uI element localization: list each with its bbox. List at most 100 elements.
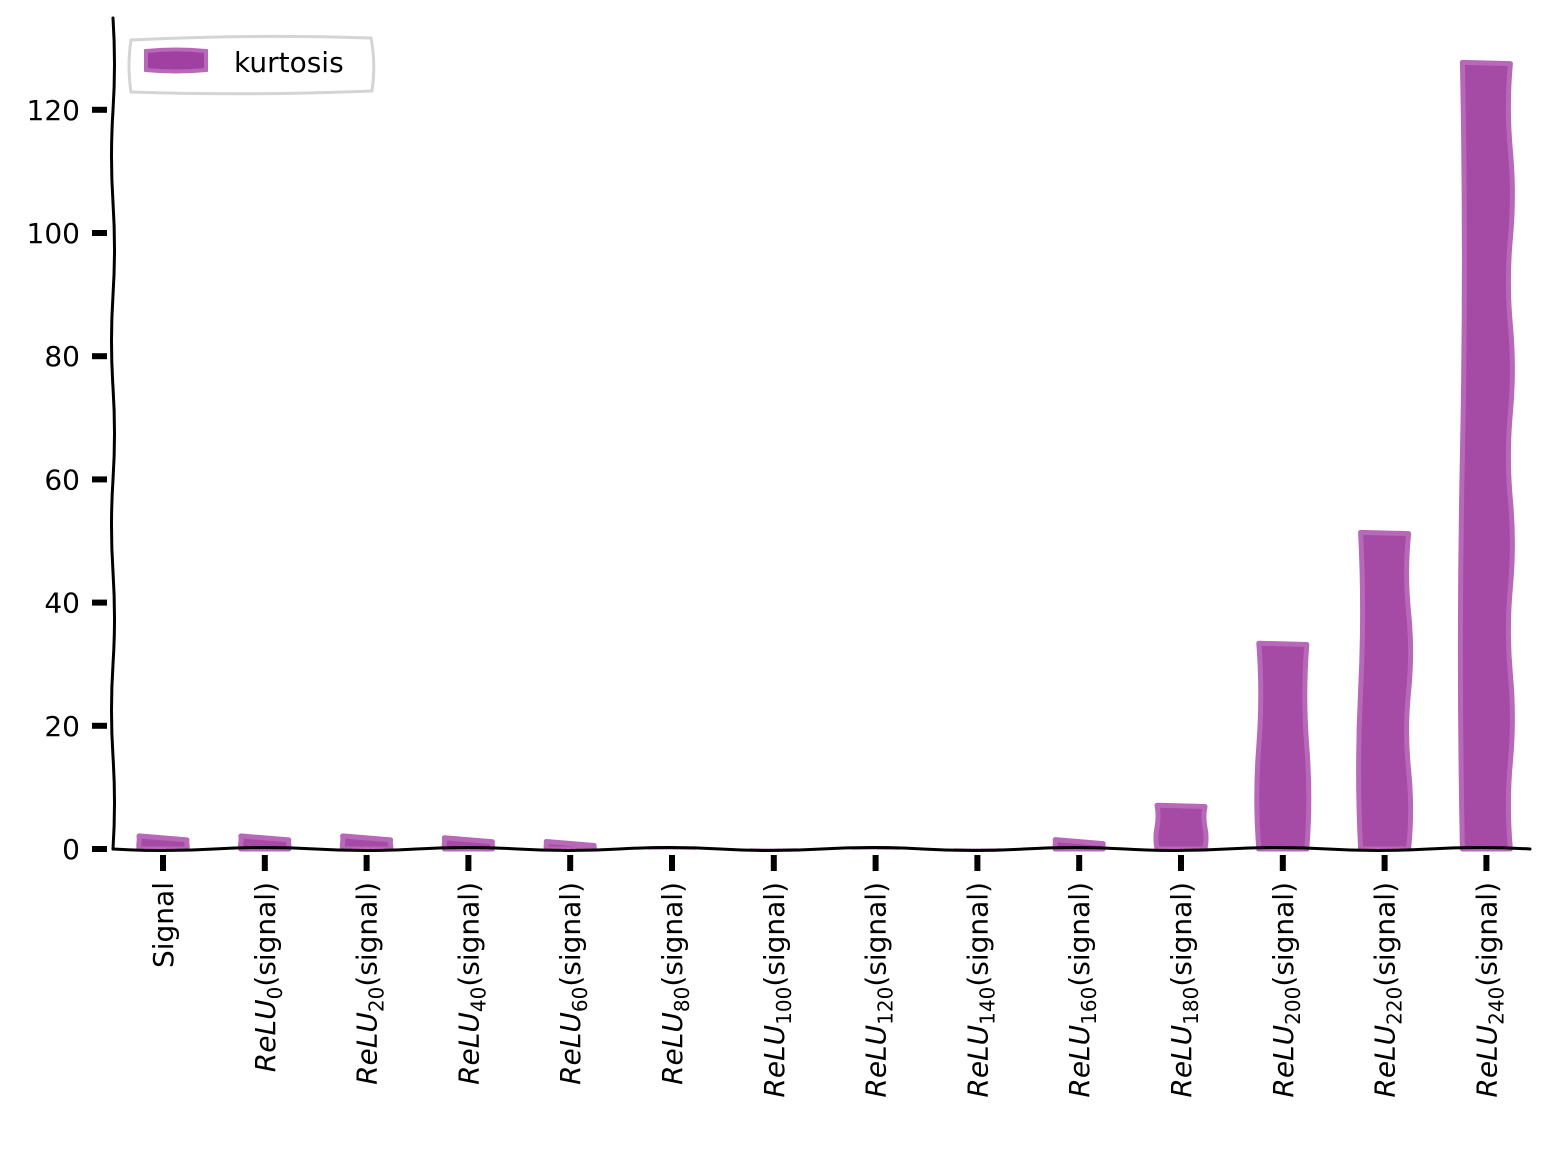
label-suffix: (signal) — [249, 882, 282, 987]
label-subscript: 20 — [365, 987, 389, 1012]
x-ticks-layer: SignalReLU0(signal)ReLU20(signal)ReLU40(… — [147, 855, 1508, 1098]
y-tick-label: 100 — [27, 217, 80, 250]
y-tick-120: 120 — [27, 94, 107, 127]
x-tick-9: ReLU160(signal) — [1063, 855, 1101, 1098]
label-suffix: (signal) — [758, 882, 791, 987]
x-tick-label: ReLU240(signal) — [1470, 882, 1508, 1098]
bar-shape — [543, 838, 597, 852]
label-base: ReLU — [351, 1012, 384, 1085]
y-tick-20: 20 — [44, 710, 107, 743]
label-subscript: 40 — [466, 987, 490, 1012]
bar-shape — [339, 833, 394, 852]
label-base: ReLU — [758, 1025, 791, 1098]
bar-shape — [1457, 59, 1515, 852]
legend-label: kurtosis — [234, 46, 344, 79]
x-tick-10: ReLU180(signal) — [1165, 855, 1203, 1098]
y-tick-60: 60 — [44, 463, 107, 496]
bar-shape — [1356, 529, 1414, 852]
label-subscript: 140 — [975, 987, 999, 1025]
x-tick-label: ReLU40(signal) — [452, 882, 490, 1085]
x-tick-label: ReLU80(signal) — [656, 882, 694, 1085]
axes-layer — [110, 16, 1532, 852]
x-tick-label: ReLU0(signal) — [249, 882, 287, 1072]
label-base: ReLU — [860, 1025, 893, 1098]
y-tick-80: 80 — [44, 340, 107, 373]
label-subscript: 220 — [1383, 987, 1407, 1025]
y-axis-spine — [110, 16, 116, 851]
x-tick-8: ReLU140(signal) — [961, 855, 999, 1098]
label-base: ReLU — [656, 1012, 689, 1085]
label-base: ReLU — [1267, 1025, 1300, 1098]
y-tick-0: 0 — [62, 833, 107, 866]
x-tick-label: ReLU20(signal) — [351, 882, 389, 1085]
x-tick-11: ReLU200(signal) — [1267, 855, 1305, 1098]
bar-shape — [1153, 802, 1209, 852]
label-base: ReLU — [554, 1012, 587, 1085]
bar-shape — [136, 833, 190, 852]
y-tick-label: 40 — [44, 587, 80, 620]
bar-13 — [1457, 59, 1515, 852]
label-suffix: (signal) — [961, 882, 994, 987]
x-tick-2: ReLU20(signal) — [351, 855, 389, 1085]
y-tick-label: 120 — [27, 94, 80, 127]
y-tick-label: 20 — [44, 710, 80, 743]
x-tick-12: ReLU220(signal) — [1369, 855, 1407, 1098]
x-tick-1: ReLU0(signal) — [249, 855, 287, 1072]
bar-4 — [543, 838, 597, 852]
label-subscript: 200 — [1281, 987, 1305, 1025]
label-subscript: 240 — [1484, 987, 1508, 1025]
label-base: ReLU — [961, 1025, 994, 1098]
label-subscript: 80 — [670, 987, 694, 1012]
legend-swatch — [144, 47, 208, 74]
label-base: ReLU — [1369, 1025, 1402, 1098]
label-suffix: (signal) — [1063, 882, 1096, 987]
bar-2 — [339, 833, 394, 852]
label-base: ReLU — [1470, 1025, 1503, 1098]
label-suffix: (signal) — [1165, 882, 1198, 987]
label-subscript: 60 — [568, 987, 592, 1012]
y-tick-label: 60 — [44, 463, 80, 496]
x-tick-label: Signal — [147, 882, 180, 968]
label-suffix: (signal) — [860, 882, 893, 987]
x-tick-3: ReLU40(signal) — [452, 855, 490, 1085]
x-tick-13: ReLU240(signal) — [1470, 855, 1508, 1098]
x-tick-4: ReLU60(signal) — [554, 855, 592, 1085]
x-tick-label: ReLU140(signal) — [961, 882, 999, 1098]
label-suffix: (signal) — [1369, 882, 1402, 987]
label-suffix: (signal) — [554, 882, 587, 987]
label-subscript: 0 — [263, 987, 287, 1000]
y-tick-label: 80 — [44, 340, 80, 373]
bar-11 — [1254, 640, 1312, 852]
x-tick-7: ReLU120(signal) — [860, 855, 898, 1098]
y-tick-100: 100 — [27, 217, 107, 250]
label-suffix: (signal) — [1470, 882, 1503, 987]
label-subscript: 180 — [1179, 987, 1203, 1025]
bar-10 — [1153, 802, 1209, 852]
x-tick-0: Signal — [147, 855, 180, 968]
label-suffix: (signal) — [452, 882, 485, 987]
legend: kurtosis — [127, 34, 376, 96]
label-suffix: (signal) — [656, 882, 689, 987]
label-subscript: 100 — [772, 987, 796, 1025]
label-base: ReLU — [249, 999, 282, 1072]
label-base: ReLU — [452, 1012, 485, 1085]
x-tick-label: ReLU100(signal) — [758, 882, 796, 1098]
x-tick-5: ReLU80(signal) — [656, 855, 694, 1085]
label-base: ReLU — [1063, 1025, 1096, 1098]
bar-0 — [136, 833, 190, 852]
x-tick-label: ReLU120(signal) — [860, 882, 898, 1098]
x-tick-label: ReLU180(signal) — [1165, 882, 1203, 1098]
x-tick-label: ReLU220(signal) — [1369, 882, 1407, 1098]
label-subscript: 160 — [1077, 987, 1101, 1025]
y-tick-40: 40 — [44, 587, 107, 620]
label-base: ReLU — [1165, 1025, 1198, 1098]
bar-shape — [1254, 640, 1312, 852]
label-suffix: (signal) — [351, 882, 384, 987]
x-tick-label: ReLU60(signal) — [554, 882, 592, 1085]
y-tick-label: 0 — [62, 833, 80, 866]
x-axis-spine — [111, 846, 1532, 852]
x-tick-label: ReLU200(signal) — [1267, 882, 1305, 1098]
label-subscript: 120 — [874, 987, 898, 1025]
bar-12 — [1356, 529, 1414, 852]
